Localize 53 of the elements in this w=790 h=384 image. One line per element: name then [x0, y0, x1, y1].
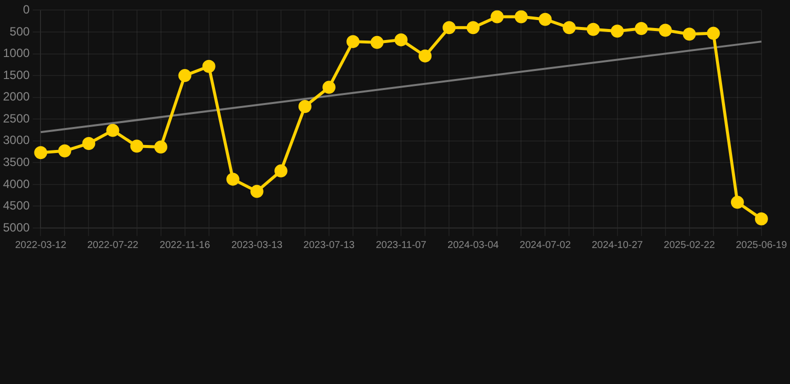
point — [754, 212, 768, 226]
point — [154, 140, 168, 154]
y-tick-label: 3500 — [2, 154, 30, 169]
point — [562, 21, 576, 34]
y-tick-label: 0 — [23, 2, 30, 17]
point — [106, 124, 120, 137]
x-tick-label: 2025-02-22 — [664, 240, 716, 251]
point — [298, 100, 312, 113]
y-tick-label: 500 — [10, 24, 30, 38]
point — [658, 24, 672, 37]
point — [82, 136, 96, 150]
x-tick-label: 2023-11-07 — [376, 240, 427, 251]
x-tick-label: 2022-11-16 — [160, 240, 210, 251]
point — [514, 10, 528, 24]
point — [322, 80, 336, 94]
point — [490, 10, 504, 24]
point — [202, 60, 216, 73]
point — [178, 69, 192, 82]
point — [370, 36, 384, 49]
x-tick-label: 2024-07-02 — [520, 240, 572, 251]
point — [58, 144, 72, 158]
point — [634, 22, 648, 35]
point — [250, 184, 264, 198]
point — [274, 164, 288, 178]
x-tick-label: 2024-03-04 — [448, 240, 500, 251]
point — [130, 140, 144, 153]
point — [34, 146, 48, 160]
y-tick-label: 4000 — [2, 176, 30, 191]
y-tick-label: 1000 — [2, 46, 30, 60]
x-tick-label: 2022-07-22 — [87, 240, 139, 251]
point — [418, 49, 432, 62]
x-tick-label: 2023-07-13 — [303, 240, 355, 251]
point — [610, 24, 624, 38]
x-tick-label: 2022-03-12 — [15, 240, 67, 251]
x-tick-label: 2024-10-27 — [592, 240, 644, 251]
point — [442, 21, 456, 34]
point — [346, 35, 360, 48]
y-tick-label: 3000 — [2, 133, 30, 148]
point — [538, 12, 552, 26]
y-tick-label: 2000 — [2, 90, 30, 104]
y-tick-label: 4500 — [2, 198, 30, 213]
y-tick-label: 1500 — [2, 68, 30, 82]
point — [730, 196, 744, 209]
point — [586, 22, 600, 36]
point — [682, 28, 696, 41]
y-tick-label: 2500 — [2, 111, 30, 126]
y-tick-label: 5000 — [2, 220, 30, 234]
point — [226, 172, 240, 186]
x-tick-label: 2023-03-13 — [231, 240, 283, 251]
x-tick-label: 2025-06-19 — [736, 240, 788, 251]
point — [466, 21, 480, 34]
point — [394, 33, 408, 46]
point — [706, 26, 720, 40]
